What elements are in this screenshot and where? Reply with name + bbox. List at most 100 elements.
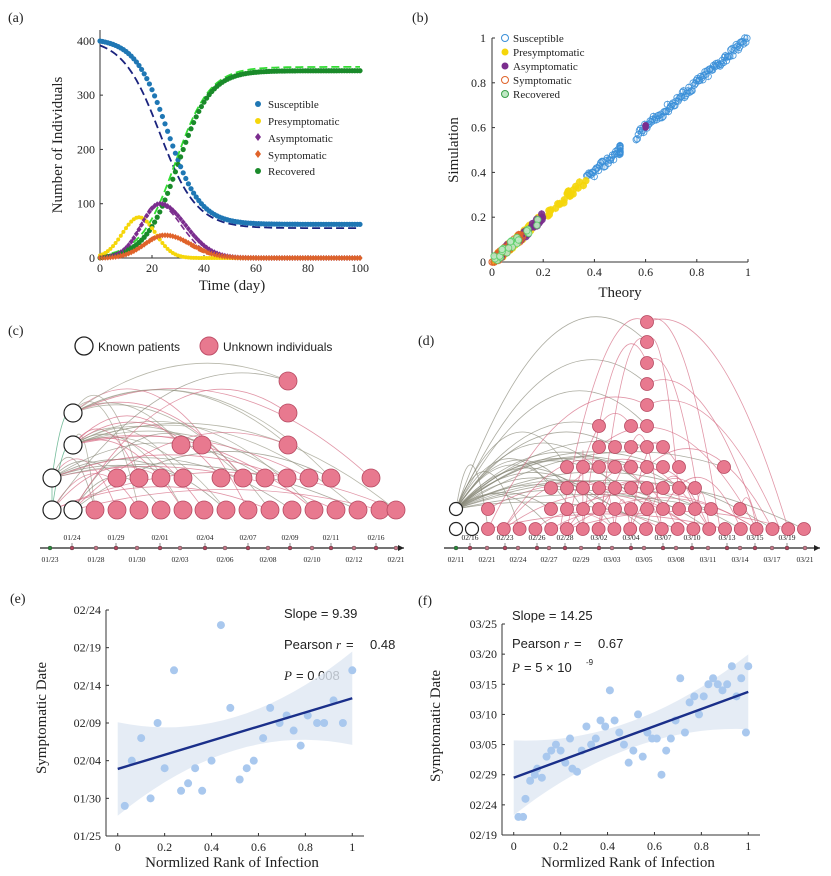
timeline-point: [287, 545, 293, 551]
panel-a-symptomatic-point: [331, 255, 337, 261]
unknown-individual-node: [672, 460, 686, 474]
unknown-individual-node: [672, 502, 686, 516]
panel-a-ytick-label: 200: [77, 142, 95, 156]
panel-b-point-susceptible: [594, 166, 603, 175]
data-point: [718, 686, 727, 695]
timeline-date-bottom: 02/12: [345, 555, 362, 564]
data-point: [723, 680, 732, 689]
network-edge: [72, 388, 289, 511]
legend-b-recovered-marker: [501, 90, 509, 98]
unknown-individual-node: [608, 460, 622, 474]
unknown-individual-node: [544, 522, 559, 536]
known-patient-node: [63, 435, 83, 455]
unknown-individual-node: [592, 419, 606, 433]
panel-b-xlabel: Theory: [598, 285, 642, 301]
unknown-individual-node: [496, 522, 511, 536]
timeline-point: [245, 545, 251, 551]
panel-f-ylabel: Symptomatic Date: [428, 670, 444, 782]
panel-a-asymptomatic-point: [191, 232, 197, 239]
data-point: [685, 698, 694, 707]
unknown-individual-node: [640, 502, 654, 516]
panel-a-presymptomatic-point: [111, 244, 115, 249]
unknown-individual-node: [718, 522, 732, 536]
network-edge: [72, 389, 289, 446]
panel-a-susceptible-point: [141, 71, 147, 77]
data-point: [242, 764, 251, 773]
panel-a-symptomatic-point: [302, 254, 308, 261]
unknown-individual-node: [656, 502, 670, 516]
panel-a-xtick-label: 40: [198, 261, 210, 275]
panel-e-regression: Normlized Rank of Infection Symptomatic …: [34, 603, 395, 871]
panel-a-asymptomatic-point: [133, 230, 139, 237]
ytick-label: 02/29: [470, 768, 497, 782]
panel-b-point-susceptible: [742, 38, 750, 46]
unknown-individual-node: [326, 500, 346, 520]
data-point: [610, 716, 619, 725]
timeline-date-bottom: 03/05: [635, 555, 652, 564]
unknown-individual-node: [624, 440, 638, 454]
panel-b-xtick-label: 0.6: [638, 265, 653, 279]
unknown-individual-node: [481, 502, 495, 516]
panel-a-symptomatic-point: [315, 255, 321, 261]
unknown-individual-node: [277, 468, 297, 488]
data-point: [624, 758, 633, 767]
timeline-point: [328, 545, 334, 551]
timeline-date-top: 02/16: [461, 533, 478, 542]
network-edge: [72, 422, 397, 511]
panel-b-ytick-label: 0: [480, 255, 486, 269]
panel-a-asymptomatic-point: [136, 226, 142, 233]
xtick-label: 0.6: [251, 840, 266, 854]
network-edge: [51, 459, 227, 511]
panel-e-equals: =: [346, 637, 354, 652]
panel-f-p-exponent: -9: [586, 658, 594, 667]
panel-a-recovered-point: [201, 99, 207, 105]
panel-a-symptomatic-point: [347, 255, 353, 261]
data-point: [207, 756, 216, 765]
unknown-individual-node: [702, 522, 717, 536]
unknown-individual-node: [686, 522, 701, 536]
timeline-point: [641, 545, 647, 551]
timeline-point: [769, 545, 775, 551]
panel-a-symptomatic-point: [341, 255, 347, 261]
panel-b-point-susceptible: [590, 172, 598, 181]
panel-a-recovered-point: [152, 219, 158, 225]
unknown-individual-node: [640, 335, 654, 349]
panel-a-symptomatic-point: [321, 255, 327, 261]
unknown-individual-node: [797, 522, 811, 536]
panel-b-point-susceptible: [664, 107, 673, 116]
panel-a-symptomatic-point: [282, 254, 288, 261]
timeline-date-bottom: 02/08: [259, 555, 276, 564]
xtick-label: 0.8: [694, 839, 709, 853]
panel-a-susceptible-point: [191, 190, 197, 196]
panel-b-ytick-label: 0.8: [471, 76, 486, 90]
timeline-point: [660, 545, 666, 551]
unknown-individual-node: [607, 522, 622, 536]
panel-a-symptomatic-point: [295, 254, 301, 261]
panel-a-presymptomatic-point: [108, 246, 113, 251]
panel-a-recovered-point: [196, 108, 202, 115]
panel-a-symptomatic-point: [287, 254, 293, 261]
timeline-date-bottom: 02/27: [540, 555, 557, 564]
panel-a-susceptible-point: [178, 164, 184, 170]
ytick-label: 03/10: [470, 707, 497, 721]
unknown-individual-node: [717, 460, 731, 474]
unknown-individual-node: [211, 468, 231, 488]
legend-b-susceptible: Susceptible: [513, 33, 564, 45]
panel-b-point-susceptible: [702, 70, 710, 78]
panel-a-presymptomatic-point: [163, 244, 167, 249]
data-point: [198, 786, 207, 795]
panel-a-symptomatic-point: [289, 254, 295, 261]
known-patient-node: [42, 500, 62, 520]
panel-a-susceptible-point: [139, 66, 145, 73]
panel-a-legend: Susceptible Presymptomatic Asymptomatic …: [255, 99, 340, 178]
panel-a-presymptomatic-point: [116, 237, 121, 242]
unknown-individual-node: [608, 481, 622, 495]
network-edge: [72, 389, 332, 479]
network-edge: [455, 440, 648, 510]
unknown-individual-node: [348, 500, 368, 520]
panel-f-pearson-label: Pearson: [512, 636, 560, 651]
known-patient-node: [448, 521, 464, 537]
panel-a-epidemic-curves: Time (day) Number of Individuals Suscept…: [50, 30, 369, 294]
timeline-date-bottom: 02/29: [572, 555, 589, 564]
unknown-individual-node: [688, 481, 702, 495]
